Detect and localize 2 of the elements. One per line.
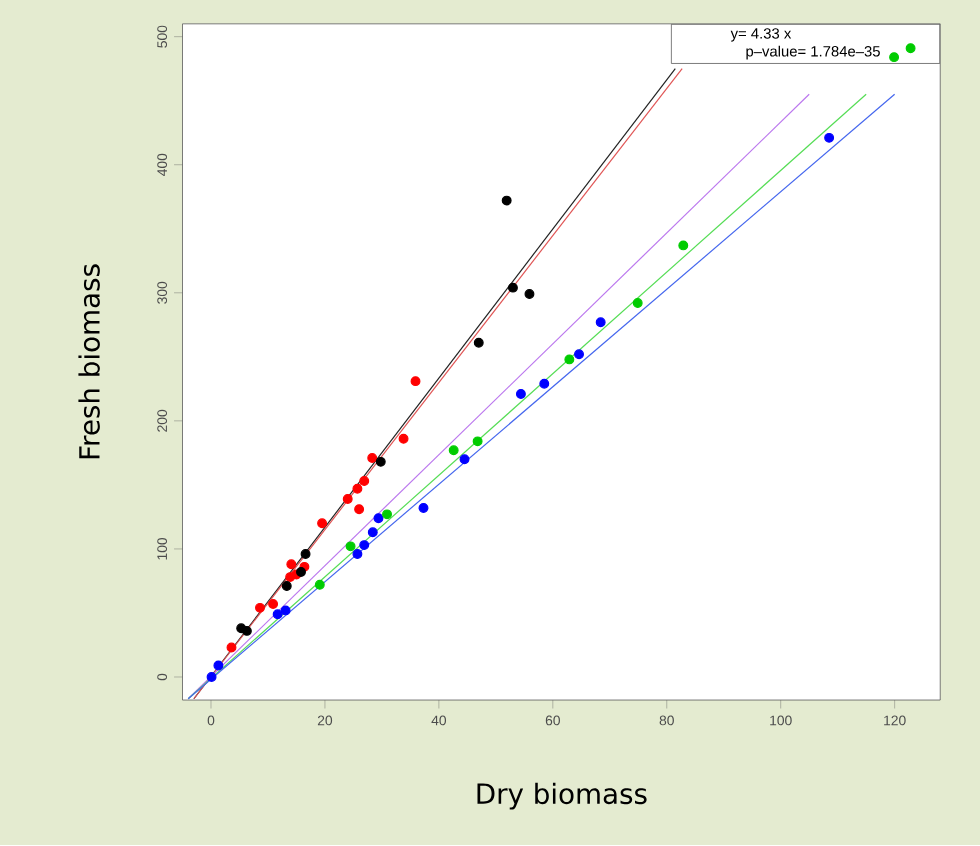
y-axis-title: Fresh biomass bbox=[78, 264, 100, 459]
x-axis-title: Dry biomass bbox=[477, 783, 647, 810]
